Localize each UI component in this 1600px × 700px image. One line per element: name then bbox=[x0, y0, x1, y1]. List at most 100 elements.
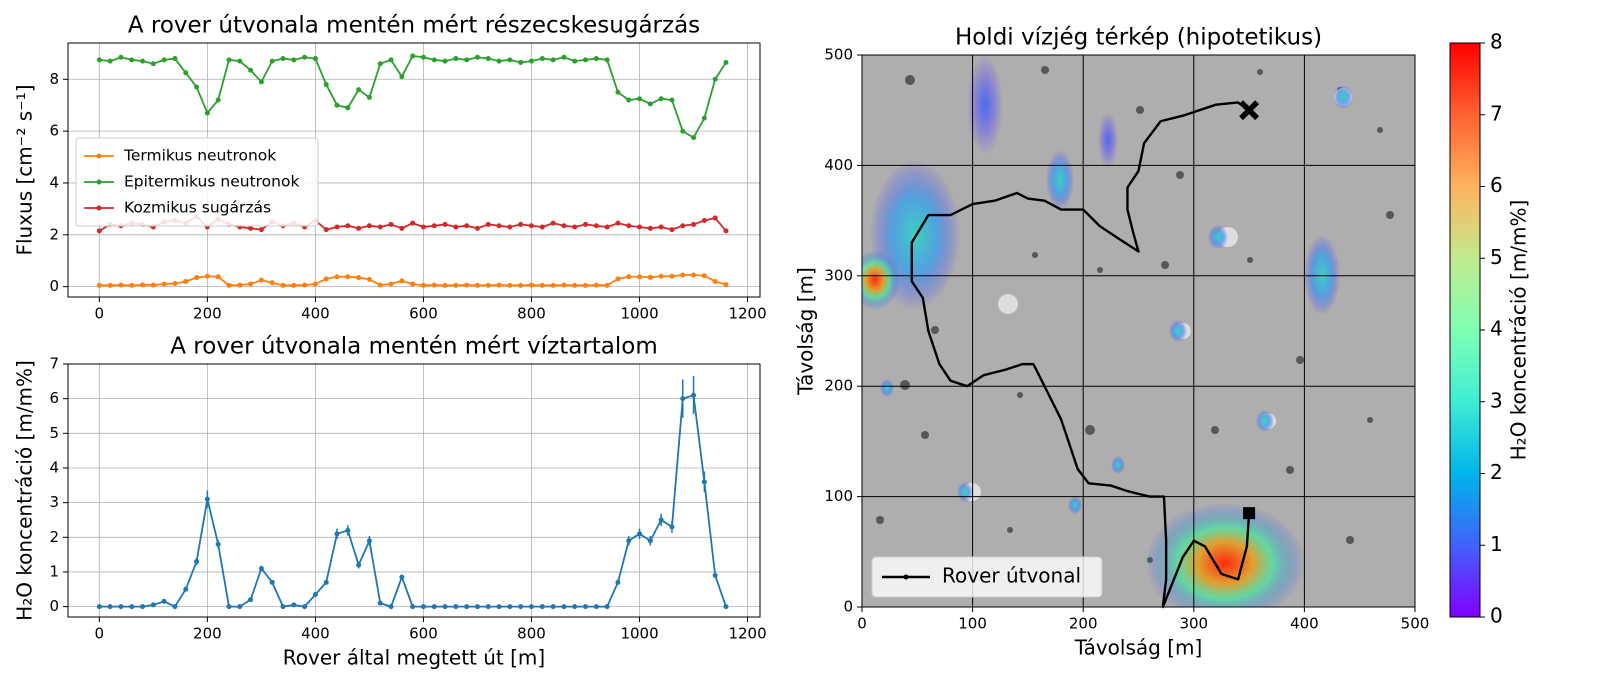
x-tick-label: 800 bbox=[517, 305, 546, 323]
data-point bbox=[593, 223, 599, 229]
chart-title: Holdi vízjég térkép (hipotetikus) bbox=[955, 25, 1322, 51]
chart-title: A rover útvonala mentén mért víztartalom bbox=[170, 334, 658, 360]
y-tick-label: 6 bbox=[49, 389, 59, 407]
data-point bbox=[248, 597, 254, 603]
y-tick-label: 200 bbox=[824, 377, 853, 395]
data-point bbox=[194, 84, 200, 90]
data-point bbox=[658, 517, 664, 523]
data-point bbox=[518, 282, 524, 288]
data-point bbox=[366, 276, 372, 282]
data-point bbox=[539, 56, 545, 62]
data-point bbox=[496, 282, 502, 288]
data-point bbox=[572, 604, 578, 610]
colorbar bbox=[1449, 42, 1481, 618]
data-point bbox=[658, 273, 664, 279]
data-point bbox=[248, 281, 254, 287]
data-point bbox=[269, 579, 275, 585]
data-point bbox=[140, 58, 146, 64]
start-marker bbox=[1243, 507, 1256, 520]
data-point bbox=[410, 604, 416, 610]
data-point bbox=[345, 105, 351, 111]
y-tick-label: 500 bbox=[824, 46, 853, 64]
data-point bbox=[194, 275, 200, 281]
legend-swatch bbox=[96, 179, 102, 185]
x-tick-label: 600 bbox=[409, 305, 438, 323]
data-point bbox=[280, 282, 286, 288]
data-point bbox=[669, 524, 675, 530]
data-point bbox=[399, 74, 405, 80]
data-point bbox=[626, 223, 632, 229]
data-point bbox=[302, 604, 308, 610]
data-point bbox=[723, 604, 729, 610]
x-tick-label: 1000 bbox=[620, 625, 658, 643]
data-point bbox=[485, 604, 491, 610]
data-point bbox=[312, 56, 318, 62]
data-point bbox=[237, 604, 243, 610]
data-point bbox=[518, 604, 524, 610]
ice-deposit bbox=[1208, 225, 1228, 249]
data-point bbox=[107, 604, 113, 610]
data-point bbox=[464, 282, 470, 288]
data-point bbox=[172, 281, 178, 287]
data-point bbox=[420, 54, 426, 60]
data-point bbox=[615, 276, 621, 282]
data-point bbox=[237, 282, 243, 288]
data-point bbox=[226, 604, 232, 610]
data-point bbox=[204, 496, 210, 502]
data-point bbox=[366, 538, 372, 544]
colorbar-tick-label: 8 bbox=[1490, 30, 1503, 54]
y-tick-label: 3 bbox=[49, 493, 59, 511]
data-point bbox=[96, 228, 102, 234]
data-point bbox=[572, 282, 578, 288]
y-tick-label: 2 bbox=[49, 528, 59, 546]
data-point bbox=[215, 274, 221, 280]
data-point bbox=[528, 223, 534, 229]
data-point bbox=[269, 280, 275, 286]
data-point bbox=[680, 272, 686, 278]
data-point bbox=[561, 54, 567, 60]
data-point bbox=[680, 223, 686, 229]
x-tick-label: 100 bbox=[958, 615, 987, 633]
data-point bbox=[420, 224, 426, 230]
data-point bbox=[464, 57, 470, 63]
data-point bbox=[399, 278, 405, 284]
data-point bbox=[507, 282, 513, 288]
data-point bbox=[334, 224, 340, 230]
data-point bbox=[280, 56, 286, 62]
y-tick-label: 4 bbox=[49, 458, 59, 476]
legend-swatch bbox=[96, 153, 102, 159]
data-point bbox=[334, 274, 340, 280]
y-axis-label: H₂O koncentráció [m/m%] bbox=[13, 360, 37, 621]
x-tick-label: 800 bbox=[517, 625, 546, 643]
data-point bbox=[377, 282, 383, 288]
legend-label: Termikus neutronok bbox=[123, 147, 276, 165]
data-point bbox=[161, 57, 167, 63]
data-point bbox=[431, 57, 437, 63]
data-point bbox=[723, 59, 729, 65]
ice-deposit bbox=[1304, 235, 1340, 315]
data-point bbox=[583, 57, 589, 63]
data-point bbox=[615, 220, 621, 226]
axes-frame bbox=[67, 363, 761, 618]
data-point bbox=[647, 274, 653, 280]
ice-deposit bbox=[1046, 150, 1074, 210]
data-point bbox=[334, 531, 340, 537]
data-point bbox=[550, 220, 556, 226]
legend-label: Epitermikus neutronok bbox=[124, 173, 299, 191]
data-point bbox=[118, 54, 124, 60]
data-point bbox=[550, 604, 556, 610]
data-point bbox=[485, 282, 491, 288]
data-point bbox=[680, 128, 686, 134]
data-point bbox=[388, 604, 394, 610]
data-point bbox=[474, 604, 480, 610]
data-point bbox=[258, 227, 264, 233]
data-point bbox=[204, 273, 210, 279]
data-point bbox=[96, 57, 102, 63]
end-marker bbox=[1239, 100, 1260, 121]
data-point bbox=[518, 59, 524, 65]
data-point bbox=[366, 223, 372, 229]
y-tick-label: 8 bbox=[49, 70, 59, 88]
data-point bbox=[96, 604, 102, 610]
data-point bbox=[626, 538, 632, 544]
y-tick-label: 6 bbox=[49, 122, 59, 140]
